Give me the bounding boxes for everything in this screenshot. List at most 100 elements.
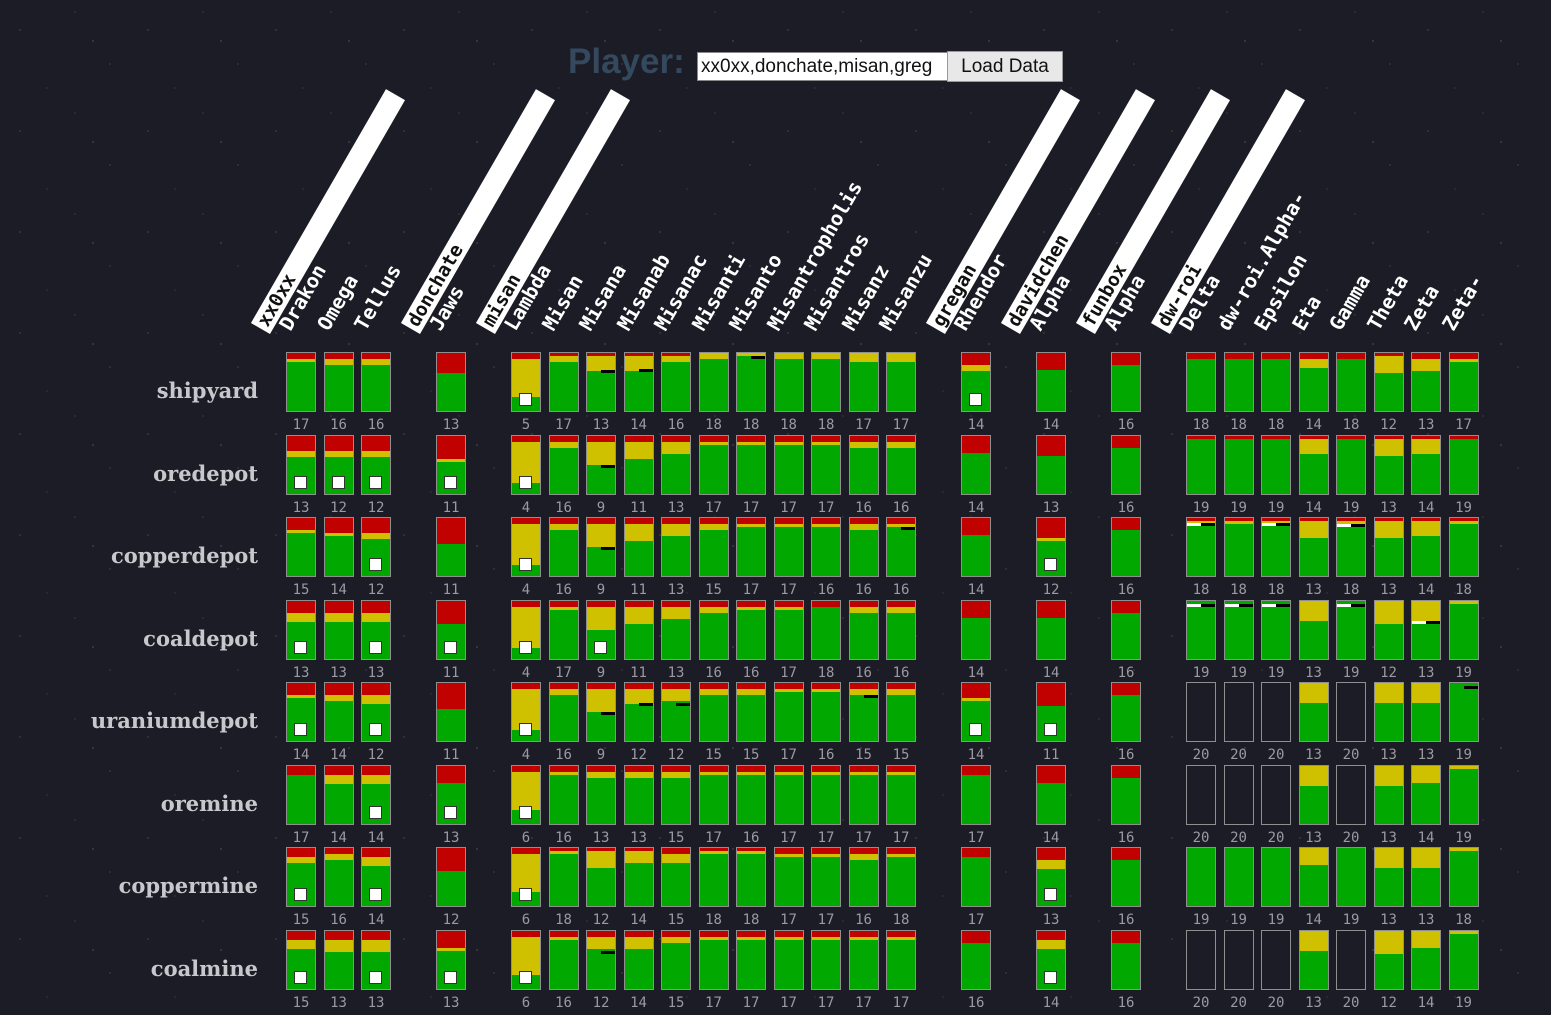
building-cell[interactable]: [1448, 517, 1479, 577]
building-cell[interactable]: [773, 929, 804, 990]
building-cell[interactable]: [848, 599, 879, 660]
building-cell[interactable]: [548, 352, 579, 412]
building-cell[interactable]: [698, 929, 729, 990]
building-cell[interactable]: [511, 764, 541, 825]
building-cell[interactable]: [698, 434, 729, 495]
building-cell[interactable]: [811, 682, 841, 742]
building-cell[interactable]: [1186, 682, 1216, 742]
building-cell[interactable]: [1448, 929, 1479, 990]
building-cell[interactable]: [623, 929, 654, 990]
building-cell[interactable]: [1223, 434, 1254, 495]
building-cell[interactable]: [961, 847, 991, 907]
building-cell[interactable]: [1336, 434, 1366, 495]
building-cell[interactable]: [1411, 599, 1441, 660]
building-cell[interactable]: [1336, 929, 1366, 990]
building-cell[interactable]: [436, 517, 466, 577]
build-checkbox[interactable]: [519, 393, 532, 406]
building-cell[interactable]: [511, 434, 541, 495]
building-cell[interactable]: [1261, 847, 1291, 907]
building-cell[interactable]: [323, 517, 354, 577]
building-cell[interactable]: [511, 929, 541, 990]
building-cell[interactable]: [361, 434, 391, 495]
building-cell[interactable]: [1298, 764, 1329, 825]
building-cell[interactable]: [323, 682, 354, 742]
building-cell[interactable]: [1111, 352, 1141, 412]
building-cell[interactable]: [436, 764, 466, 825]
building-cell[interactable]: [286, 929, 316, 990]
build-checkbox[interactable]: [294, 888, 307, 901]
building-cell[interactable]: [736, 929, 766, 990]
build-checkbox[interactable]: [519, 558, 532, 571]
building-cell[interactable]: [1373, 847, 1404, 907]
building-cell[interactable]: [1036, 352, 1066, 412]
planet-label-tellus[interactable]: Tellus: [349, 259, 406, 335]
building-cell[interactable]: [736, 434, 766, 495]
building-cell[interactable]: [623, 599, 654, 660]
building-cell[interactable]: [623, 352, 654, 412]
building-cell[interactable]: [661, 599, 691, 660]
building-cell[interactable]: [286, 847, 316, 907]
building-cell[interactable]: [361, 847, 391, 907]
planet-label-zeta-[interactable]: Zeta-: [1436, 270, 1488, 335]
building-cell[interactable]: [886, 434, 916, 495]
building-cell[interactable]: [623, 434, 654, 495]
building-cell[interactable]: [661, 847, 691, 907]
building-cell[interactable]: [886, 847, 916, 907]
building-cell[interactable]: [623, 517, 654, 577]
building-cell[interactable]: [1223, 517, 1254, 577]
building-cell[interactable]: [436, 682, 466, 742]
building-cell[interactable]: [698, 682, 729, 742]
building-cell[interactable]: [848, 517, 879, 577]
building-cell[interactable]: [961, 517, 991, 577]
building-cell[interactable]: [1186, 929, 1216, 990]
building-cell[interactable]: [286, 517, 316, 577]
building-cell[interactable]: [1111, 517, 1141, 577]
building-cell[interactable]: [736, 352, 766, 412]
build-checkbox[interactable]: [369, 640, 382, 654]
building-cell[interactable]: [961, 929, 991, 990]
building-cell[interactable]: [1373, 517, 1404, 577]
building-cell[interactable]: [1036, 764, 1066, 825]
build-checkbox[interactable]: [369, 723, 382, 736]
build-checkbox[interactable]: [331, 475, 345, 489]
building-cell[interactable]: [586, 929, 616, 990]
building-cell[interactable]: [548, 434, 579, 495]
building-cell[interactable]: [1373, 434, 1404, 495]
build-checkbox[interactable]: [1044, 558, 1057, 571]
building-cell[interactable]: [1223, 352, 1254, 412]
building-cell[interactable]: [1373, 682, 1404, 742]
building-cell[interactable]: [586, 764, 616, 825]
build-checkbox[interactable]: [294, 475, 307, 489]
building-cell[interactable]: [361, 929, 391, 990]
building-cell[interactable]: [1036, 847, 1066, 907]
building-cell[interactable]: [511, 599, 541, 660]
building-cell[interactable]: [661, 434, 691, 495]
building-cell[interactable]: [361, 599, 391, 660]
building-cell[interactable]: [661, 764, 691, 825]
building-cell[interactable]: [586, 599, 616, 660]
building-cell[interactable]: [1261, 434, 1291, 495]
building-cell[interactable]: [961, 352, 991, 412]
building-cell[interactable]: [1298, 434, 1329, 495]
build-checkbox[interactable]: [519, 970, 532, 984]
building-cell[interactable]: [511, 517, 541, 577]
building-cell[interactable]: [1261, 929, 1291, 990]
build-checkbox[interactable]: [369, 888, 382, 901]
building-cell[interactable]: [623, 682, 654, 742]
build-checkbox[interactable]: [369, 805, 382, 819]
build-checkbox[interactable]: [969, 393, 982, 406]
building-cell[interactable]: [1448, 434, 1479, 495]
building-cell[interactable]: [1186, 352, 1216, 412]
building-cell[interactable]: [511, 847, 541, 907]
building-cell[interactable]: [286, 352, 316, 412]
building-cell[interactable]: [698, 847, 729, 907]
load-data-button[interactable]: Load Data: [947, 51, 1063, 82]
building-cell[interactable]: [886, 352, 916, 412]
building-cell[interactable]: [661, 352, 691, 412]
building-cell[interactable]: [1373, 352, 1404, 412]
building-cell[interactable]: [1298, 847, 1329, 907]
building-cell[interactable]: [848, 847, 879, 907]
building-cell[interactable]: [1111, 847, 1141, 907]
building-cell[interactable]: [361, 352, 391, 412]
building-cell[interactable]: [1298, 599, 1329, 660]
